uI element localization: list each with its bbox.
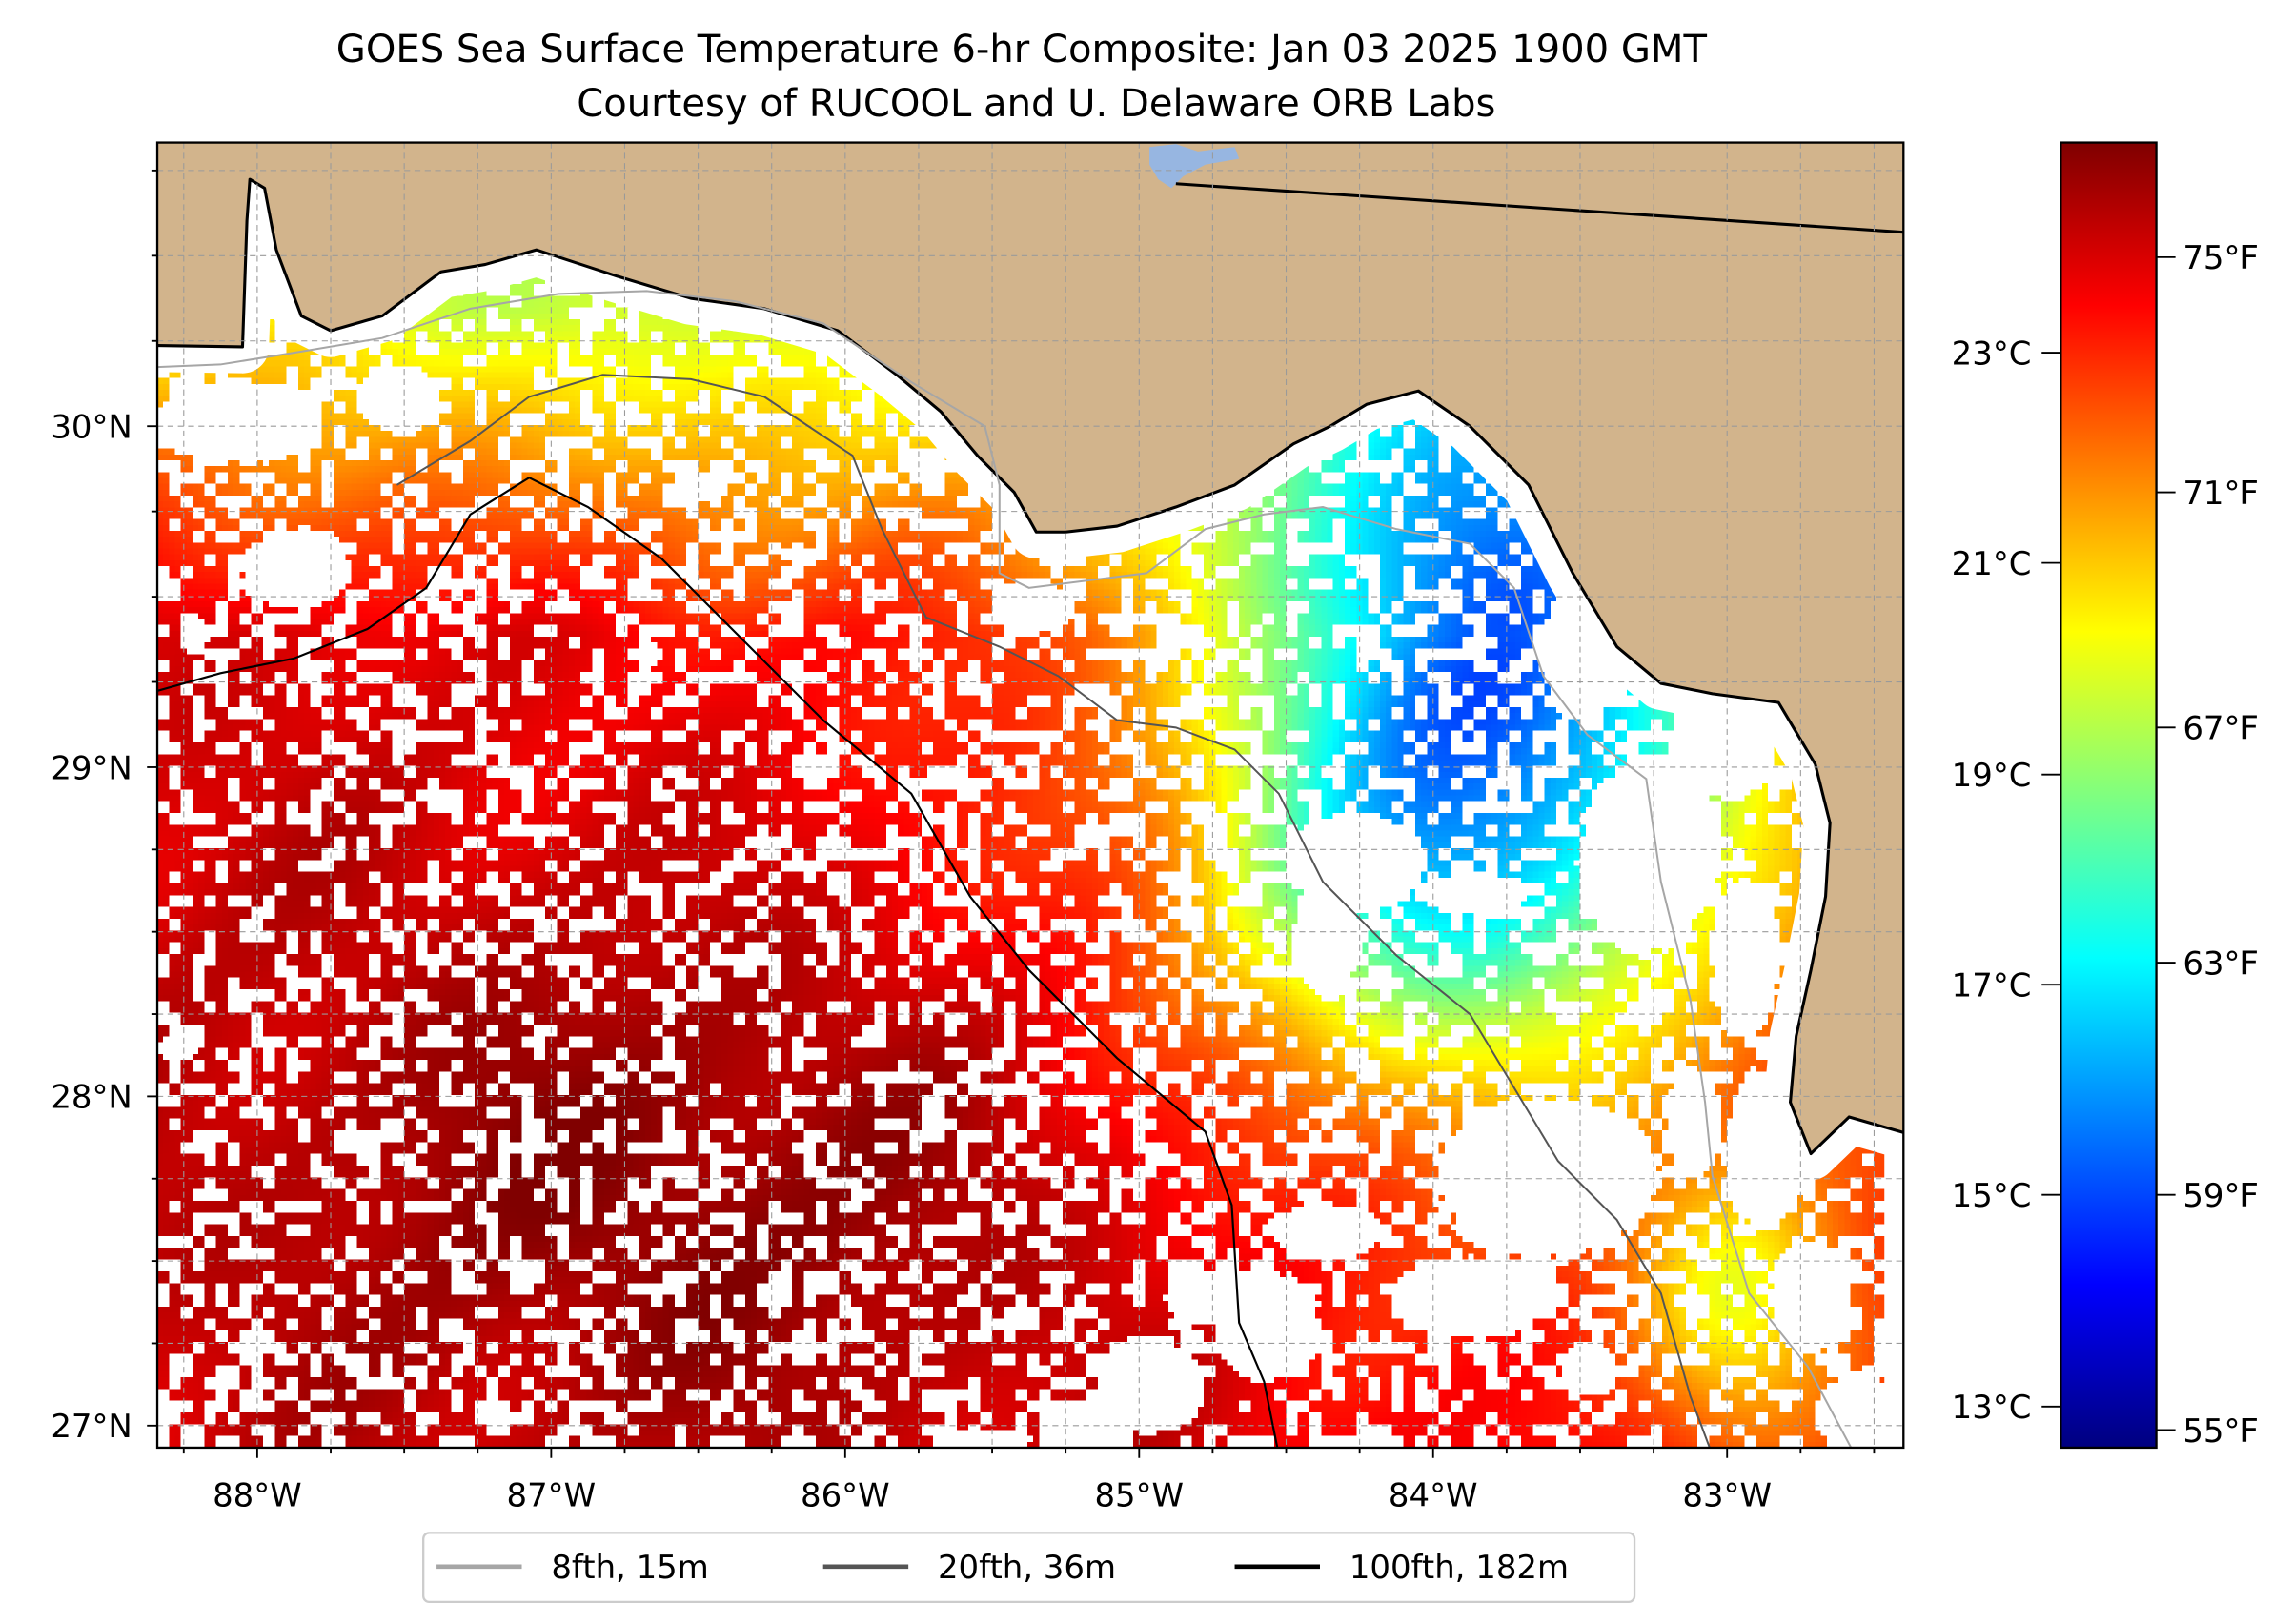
lake — [1149, 144, 1240, 189]
land-area — [157, 142, 1904, 1156]
lat-label: 30°N — [51, 409, 132, 446]
axis-ticks — [147, 169, 1876, 1458]
map-frame — [155, 141, 1905, 1450]
celsius-label: 21°C — [1952, 545, 2032, 582]
lon-label: 86°W — [801, 1477, 890, 1514]
title-line-2: Courtesy of RUCOOL and U. Delaware ORB L… — [577, 82, 1495, 126]
contour-100fth — [157, 476, 1279, 1448]
fahrenheit-label: 75°F — [2182, 239, 2259, 276]
gridlines — [157, 142, 1904, 1448]
legend-label-100fth: 100fth, 182m — [1349, 1549, 1569, 1586]
fahrenheit-label: 59°F — [2182, 1177, 2259, 1214]
celsius-label: 17°C — [1952, 967, 2032, 1005]
celsius-label: 13°C — [1952, 1389, 2032, 1426]
legend: 8fth, 15m 20fth, 36m 100fth, 182m — [422, 1532, 1636, 1604]
state-border — [1175, 182, 1904, 234]
lon-label: 84°W — [1389, 1477, 1478, 1514]
lat-label: 27°N — [51, 1408, 132, 1445]
fahrenheit-label: 55°F — [2182, 1412, 2259, 1450]
fahrenheit-label: 63°F — [2182, 944, 2259, 982]
lon-label: 83°W — [1682, 1477, 1772, 1514]
legend-label-20fth: 20fth, 36m — [938, 1549, 1116, 1586]
fahrenheit-label: 67°F — [2182, 710, 2259, 747]
legend-label-8fth: 8fth, 15m — [551, 1549, 708, 1586]
legend-box — [422, 1532, 1636, 1604]
lon-label: 87°W — [507, 1477, 597, 1514]
colorbar-gradient — [2060, 141, 2158, 1450]
celsius-label: 15°C — [1952, 1177, 2032, 1214]
fahrenheit-label: 71°F — [2182, 475, 2259, 512]
lat-label: 28°N — [51, 1079, 132, 1116]
title-line-1: GOES Sea Surface Temperature 6-hr Compos… — [336, 28, 1708, 71]
lon-axis-labels: 88°W 87°W 86°W 85°W 84°W 83°W — [213, 1477, 1772, 1514]
celsius-label: 19°C — [1952, 757, 2032, 794]
lat-label: 29°N — [51, 749, 132, 786]
celsius-label: 23°C — [1952, 335, 2032, 372]
lon-label: 85°W — [1094, 1477, 1184, 1514]
contour-20fth — [396, 374, 1711, 1448]
lon-label: 88°W — [213, 1477, 302, 1514]
contour-8fth — [157, 290, 1853, 1448]
colorbar-ticks — [2041, 255, 2176, 1431]
colorbar: 23°C 21°C 19°C 17°C 15°C 13°C 75°F 71°F … — [1952, 141, 2259, 1450]
lat-axis-labels: 30°N 29°N 28°N 27°N — [51, 409, 132, 1446]
